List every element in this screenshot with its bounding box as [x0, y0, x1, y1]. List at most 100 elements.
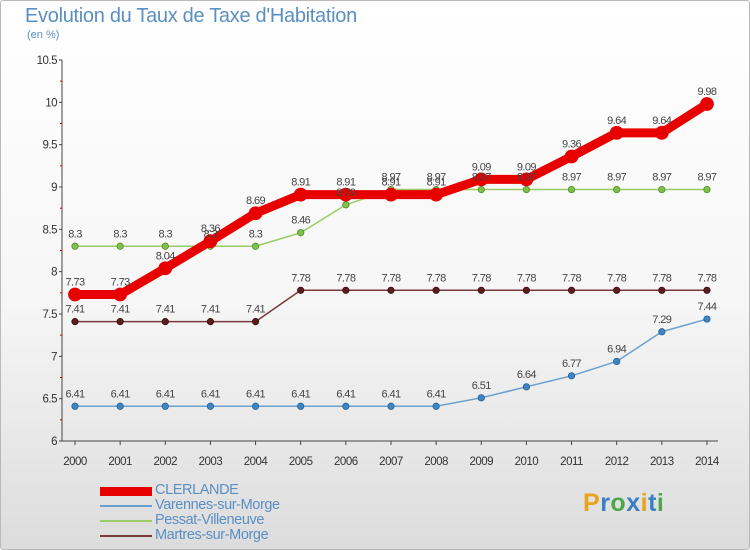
data-label: 6.41 — [246, 388, 265, 400]
data-label: 7.44 — [697, 301, 716, 313]
y-tick-label: 9.5 — [43, 140, 58, 152]
data-point — [293, 187, 308, 202]
y-tick-label: 6 — [51, 436, 57, 448]
data-point — [703, 315, 711, 323]
data-label: 9.09 — [517, 161, 536, 173]
logo-letter: i — [656, 489, 665, 517]
data-point — [338, 187, 353, 202]
data-label: 7.78 — [336, 272, 355, 284]
data-label: 7.73 — [65, 277, 84, 289]
data-point — [68, 287, 82, 302]
x-tick-label: 2007 — [379, 456, 403, 468]
data-point — [251, 242, 260, 250]
legend-swatch — [100, 535, 152, 537]
data-label: 7.29 — [652, 314, 671, 326]
data-label: 8.91 — [291, 177, 310, 189]
data-label: 7.78 — [291, 272, 310, 284]
data-point — [342, 286, 350, 294]
data-point — [567, 286, 576, 294]
x-tick-label: 2013 — [650, 456, 674, 468]
data-label: 8.3 — [249, 228, 263, 240]
data-label: 8.04 — [156, 250, 175, 262]
data-point — [609, 125, 624, 140]
logo-letter: i — [640, 489, 649, 517]
data-point — [161, 318, 169, 326]
data-point — [71, 242, 79, 250]
data-point — [116, 242, 124, 250]
data-label: 8.91 — [336, 177, 355, 189]
data-point — [477, 394, 485, 402]
legend-label: CLERLANDE — [155, 482, 239, 498]
y-tick-label: 8.5 — [43, 224, 58, 236]
data-label: 8.97 — [562, 172, 581, 184]
data-label: 7.73 — [111, 277, 130, 289]
data-point — [251, 318, 260, 326]
chart-title: Evolution du Taux de Taxe d'Habitation — [25, 5, 357, 27]
data-point — [432, 402, 440, 410]
data-label: 9.64 — [607, 115, 626, 127]
data-point — [703, 286, 711, 294]
data-label: 7.78 — [697, 272, 716, 284]
data-label: 7.78 — [652, 272, 671, 284]
data-point — [477, 185, 485, 194]
x-tick-label: 2008 — [424, 456, 448, 468]
data-point — [613, 185, 621, 194]
legend-swatch — [100, 520, 152, 522]
data-point — [658, 328, 666, 336]
y-tick-label: 7.5 — [43, 309, 58, 321]
data-label: 6.41 — [111, 388, 130, 400]
data-point — [522, 383, 531, 391]
data-point — [297, 402, 305, 410]
data-label: 8.46 — [291, 215, 310, 227]
data-point — [206, 318, 215, 326]
y-tick-label: 6.5 — [43, 394, 58, 406]
data-point — [477, 286, 485, 294]
data-point — [387, 402, 395, 410]
data-point — [116, 402, 124, 410]
y-tick-label: 7 — [51, 351, 57, 363]
data-label: 6.64 — [517, 369, 536, 381]
data-label: 7.78 — [562, 272, 581, 284]
data-point — [297, 286, 305, 294]
data-label: 8.36 — [201, 223, 220, 235]
logo-letter: P — [583, 489, 601, 517]
legend-swatch — [100, 505, 152, 507]
data-label: 7.78 — [427, 272, 446, 284]
logo-letter: x — [626, 489, 641, 517]
data-point — [206, 402, 215, 410]
data-label: 6.51 — [472, 380, 491, 392]
data-label: 7.78 — [472, 272, 491, 284]
data-label: 8.3 — [204, 228, 218, 240]
data-point — [342, 402, 350, 410]
legend-label: Varennes-sur-Morge — [155, 497, 280, 513]
data-point — [248, 206, 263, 221]
x-tick-label: 2006 — [334, 456, 358, 468]
logo-letter: t — [648, 489, 657, 517]
data-point — [658, 286, 666, 294]
data-point — [700, 97, 714, 111]
data-label: 8.97 — [652, 172, 671, 184]
data-point — [703, 185, 711, 194]
data-label: 6.41 — [336, 388, 355, 400]
data-label: 8.3 — [159, 228, 173, 240]
data-point — [161, 242, 169, 250]
data-point — [522, 286, 531, 294]
data-point — [116, 318, 124, 326]
data-label: 9.98 — [697, 86, 716, 98]
y-tick-label: 10.5 — [37, 55, 57, 67]
logo-letter: r — [600, 489, 611, 517]
legend-swatch — [100, 486, 152, 496]
data-label: 7.41 — [156, 304, 175, 316]
data-label: 7.78 — [607, 272, 626, 284]
x-tick-label: 2012 — [605, 456, 629, 468]
data-point — [297, 229, 305, 237]
data-point — [203, 234, 218, 249]
data-label: 8.69 — [246, 195, 265, 207]
data-point — [429, 187, 444, 202]
x-tick-label: 2010 — [515, 456, 539, 468]
x-tick-label: 2009 — [469, 456, 493, 468]
data-point — [158, 261, 173, 276]
data-label: 8.3 — [113, 228, 127, 240]
